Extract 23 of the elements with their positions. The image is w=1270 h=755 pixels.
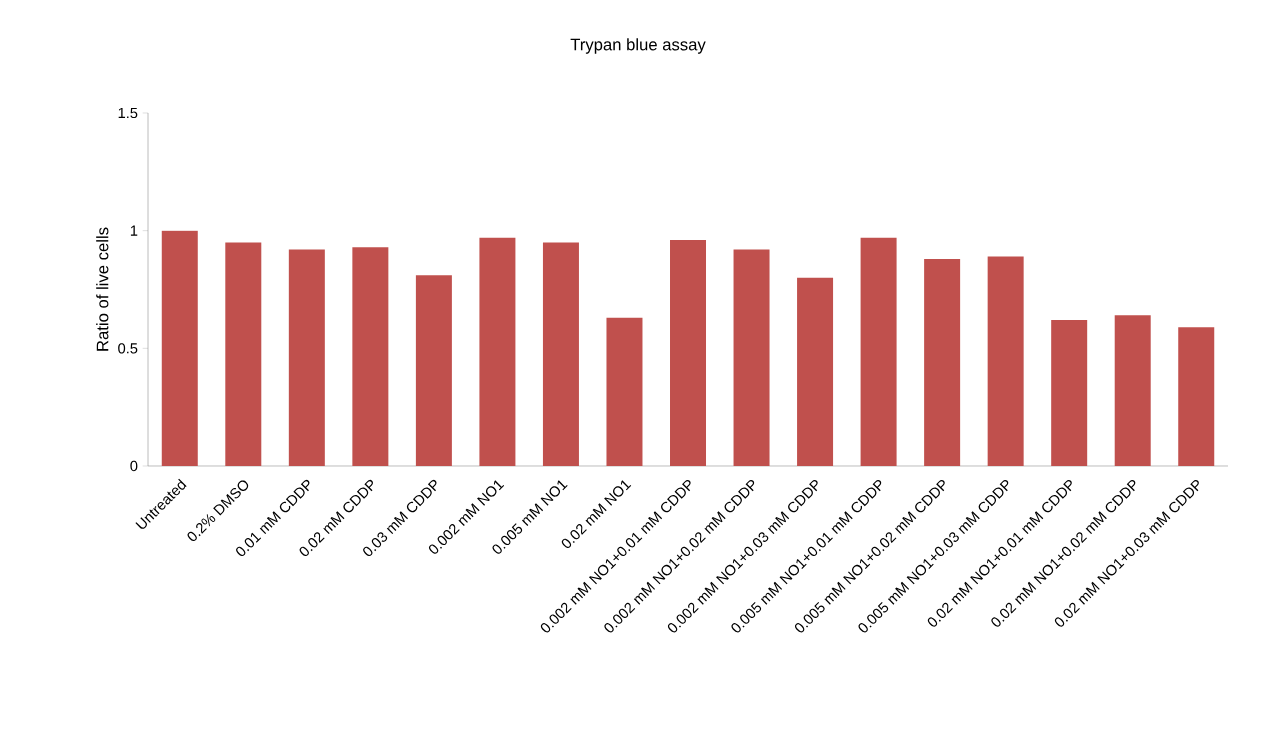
bar <box>1178 327 1215 466</box>
y-tick-label: 1 <box>130 225 138 236</box>
bar <box>542 242 579 466</box>
bar <box>288 249 325 466</box>
bar <box>1051 320 1088 466</box>
bar <box>352 247 389 466</box>
bar <box>670 240 707 466</box>
bar <box>1114 315 1151 466</box>
y-axis-title: Ratio of live cells <box>96 227 109 351</box>
bar <box>606 317 643 466</box>
bar <box>924 258 961 466</box>
y-tick-label: 1.5 <box>118 107 138 119</box>
bar <box>479 237 516 466</box>
chart-title: Trypan blue assay <box>570 38 706 54</box>
bar <box>733 249 770 466</box>
bar <box>860 237 897 466</box>
bar <box>225 242 262 466</box>
bar <box>415 275 452 466</box>
bar <box>987 256 1024 466</box>
bar <box>161 230 198 466</box>
y-tick-label: 0.5 <box>118 343 138 354</box>
bar <box>797 277 834 466</box>
y-tick-label: 0 <box>130 460 138 472</box>
